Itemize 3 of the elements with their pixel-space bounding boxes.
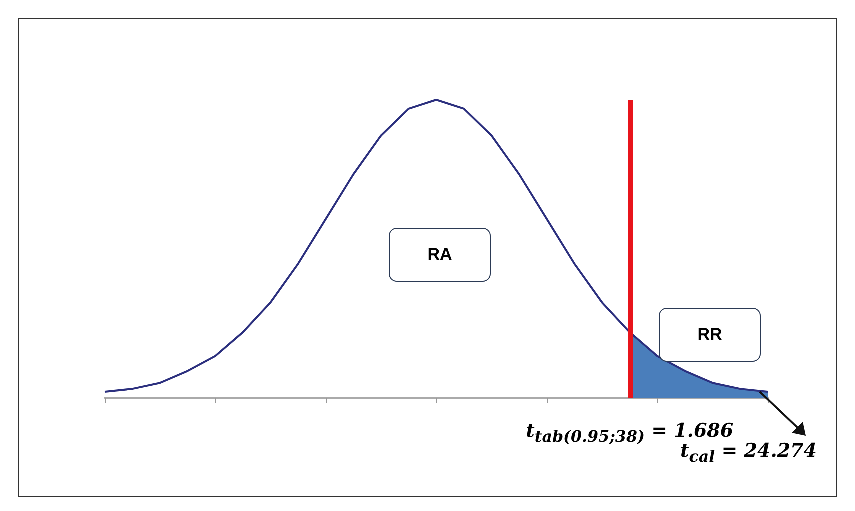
rounded-box: RR: [659, 308, 761, 362]
rounded-box: RA: [389, 228, 491, 282]
text: t$_{cal}$ = 24.274: [680, 440, 817, 466]
